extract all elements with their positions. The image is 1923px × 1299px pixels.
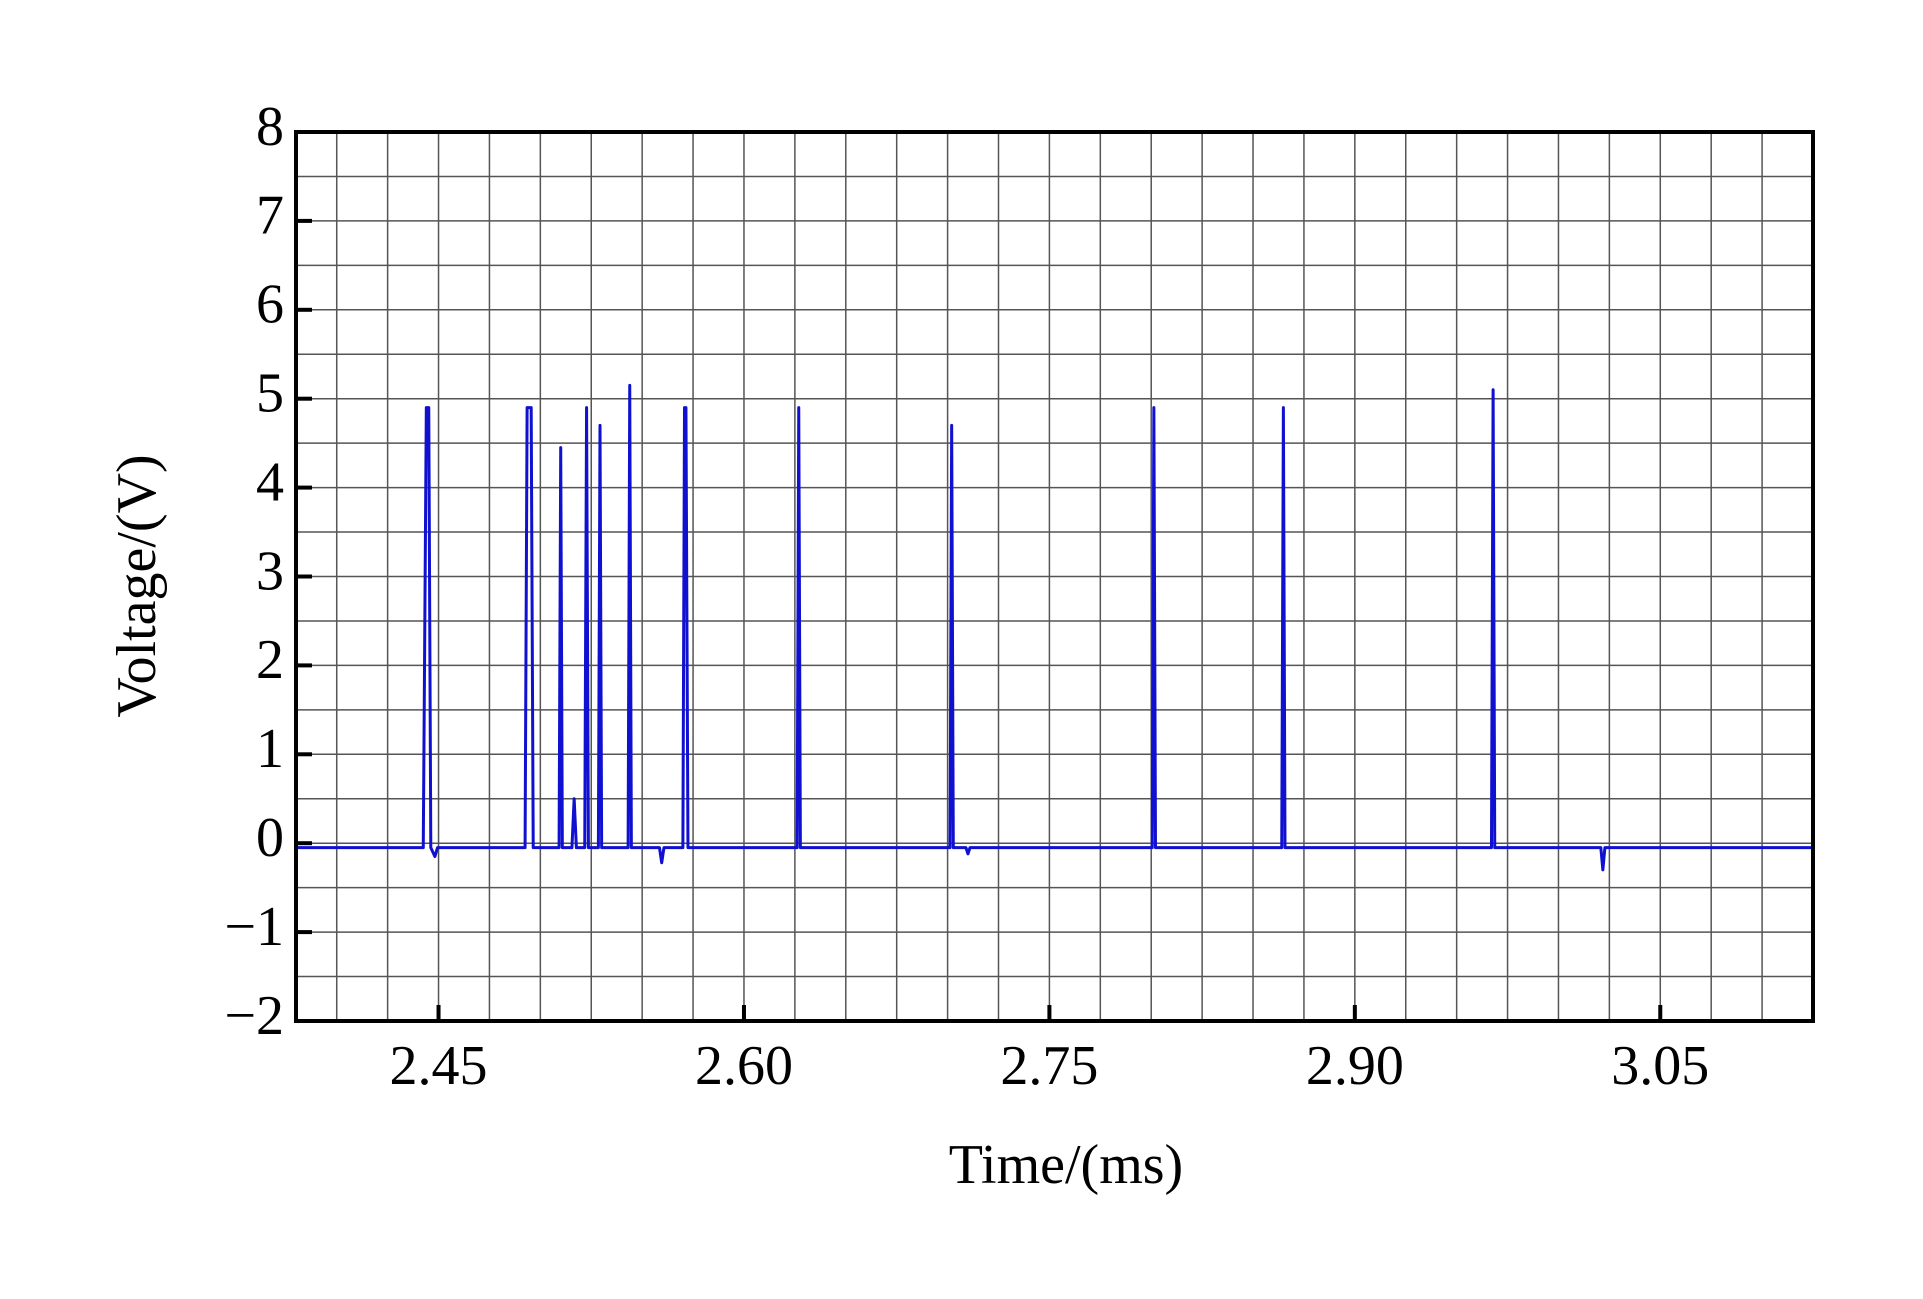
y-tick-label: 3 <box>256 540 284 602</box>
data-line <box>296 383 1813 872</box>
x-tick-label: 2.60 <box>695 1035 793 1097</box>
y-tick-label: 7 <box>256 185 284 247</box>
x-tick-label: 2.45 <box>390 1035 488 1097</box>
y-axis-label: Voltage/(V) <box>106 454 168 717</box>
x-tick-label: 2.90 <box>1306 1035 1404 1097</box>
plot-frame <box>294 130 1815 1023</box>
y-tick-label: 1 <box>256 718 284 780</box>
x-tick-label: 3.05 <box>1611 1035 1709 1097</box>
y-tick-label: 2 <box>256 629 284 691</box>
y-tick-label: 6 <box>256 274 284 336</box>
y-tick-label: −2 <box>224 985 284 1047</box>
y-tick-label: −1 <box>224 896 284 958</box>
y-tick-label: 0 <box>256 807 284 869</box>
y-tick-label: 5 <box>256 363 284 425</box>
x-tick-label: 2.75 <box>1000 1035 1098 1097</box>
y-tick-label: 4 <box>256 451 284 513</box>
x-axis-label: Time/(ms) <box>949 1134 1183 1196</box>
y-tick-label: 8 <box>256 96 284 158</box>
